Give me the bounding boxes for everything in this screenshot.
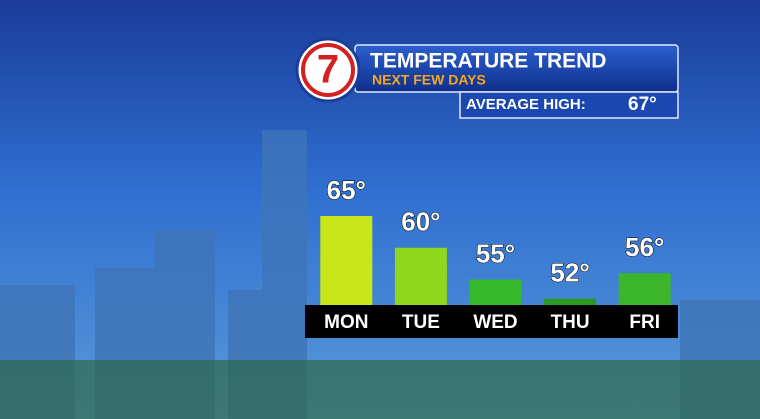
bar [544, 298, 597, 305]
value-label: 55° [476, 238, 515, 268]
chart-subtitle: NEXT FEW DAYS [372, 72, 486, 88]
x-tick-label: FRI [629, 312, 660, 333]
category-band [305, 305, 678, 338]
logo-ring [301, 43, 355, 97]
logo-text: 7 [317, 48, 339, 92]
average-label: AVERAGE HIGH: [466, 96, 586, 113]
bar [469, 279, 522, 305]
value-label: 52° [550, 258, 589, 288]
average-value: 67° [628, 94, 657, 115]
bar [320, 216, 373, 305]
trees [0, 360, 760, 419]
x-tick-label: MON [324, 312, 368, 333]
value-label: 56° [625, 232, 664, 262]
bar [394, 247, 447, 305]
x-tick-label: THU [551, 312, 590, 333]
x-tick-label: WED [473, 312, 517, 333]
x-tick-label: TUE [402, 312, 440, 333]
value-label: 65° [327, 175, 366, 205]
average-box [459, 91, 679, 119]
value-label: 60° [401, 207, 440, 237]
chart-title: TEMPERATURE TREND [370, 50, 606, 73]
logo-circle [295, 37, 361, 103]
bar [618, 273, 671, 305]
